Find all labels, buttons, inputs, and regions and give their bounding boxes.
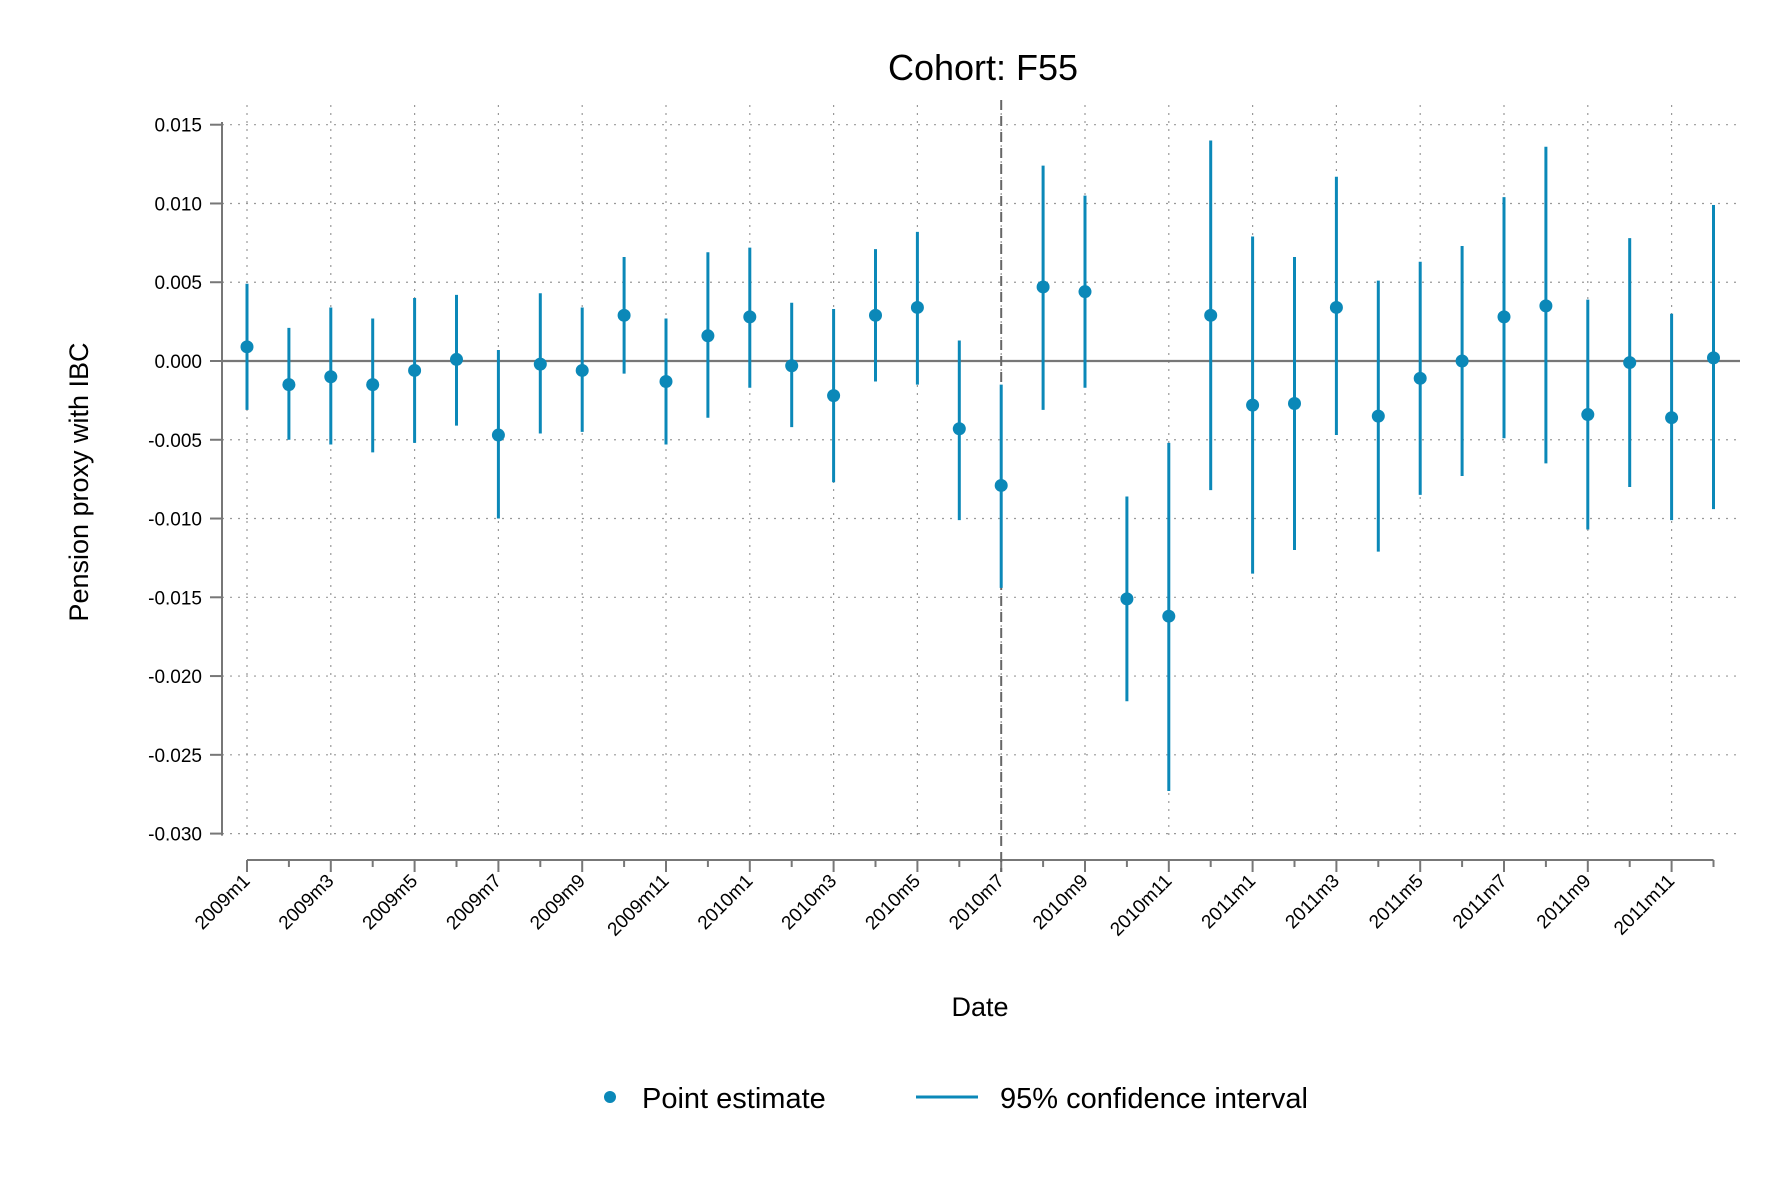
point-estimate bbox=[1120, 592, 1134, 606]
point-estimate bbox=[869, 308, 882, 322]
x-tick-label: 2009m5 bbox=[359, 871, 422, 934]
reference-lines bbox=[222, 100, 1740, 872]
confidence-intervals bbox=[245, 140, 1715, 792]
y-axis: 0.015 0.010 0.005 0.000 -0.005 -0.010 -0.015 -0… bbox=[148, 116, 223, 846]
point-estimate bbox=[994, 478, 1008, 492]
y-tick-label: -0.020 bbox=[148, 667, 202, 688]
x-tick-label: 2009m7 bbox=[443, 871, 506, 934]
point-estimate bbox=[1665, 411, 1679, 425]
point-estimate bbox=[1455, 354, 1469, 368]
point-estimate bbox=[952, 422, 966, 436]
point-estimate bbox=[1204, 308, 1218, 322]
point-estimate bbox=[450, 352, 463, 366]
legend-dot-icon bbox=[604, 1091, 616, 1103]
point-estimates bbox=[240, 280, 1720, 623]
legend: Point estimate 95% confidence interval bbox=[604, 1083, 1308, 1115]
point-estimate bbox=[1581, 408, 1595, 422]
point-estimate bbox=[1497, 310, 1511, 324]
y-tick-label: -0.015 bbox=[148, 588, 202, 609]
x-tick-label: 2010m3 bbox=[778, 871, 841, 934]
x-tick-label: 2009m1 bbox=[191, 871, 254, 934]
point-estimate bbox=[408, 363, 422, 377]
y-tick-label: 0.010 bbox=[154, 194, 202, 215]
y-tick-label: -0.030 bbox=[148, 825, 202, 846]
x-tick-label: 2011m9 bbox=[1533, 871, 1595, 933]
point-estimate bbox=[1623, 356, 1637, 370]
y-tick-label: 0.000 bbox=[154, 352, 202, 373]
point-estimate bbox=[827, 389, 841, 403]
chart-title: Cohort: F55 bbox=[888, 47, 1078, 88]
x-axis-title: Date bbox=[951, 992, 1008, 1022]
point-estimate bbox=[743, 310, 757, 324]
point-estimate bbox=[785, 359, 799, 373]
point-estimate bbox=[575, 363, 589, 377]
point-estimate bbox=[1078, 285, 1092, 299]
x-tick-label: 2011m7 bbox=[1449, 871, 1511, 933]
x-tick-label: 2009m11 bbox=[604, 871, 674, 941]
x-tick-label: 2010m5 bbox=[862, 871, 925, 934]
x-tick-label: 2010m9 bbox=[1029, 871, 1092, 934]
point-estimate bbox=[1413, 371, 1427, 385]
point-estimate bbox=[1246, 398, 1260, 412]
point-estimate bbox=[659, 374, 673, 388]
point-estimate bbox=[701, 329, 715, 343]
point-estimate bbox=[617, 308, 631, 322]
x-tick-label: 2010m1 bbox=[694, 871, 757, 934]
grid bbox=[222, 105, 1740, 840]
legend-label-confidence-interval: 95% confidence interval bbox=[1000, 1083, 1308, 1115]
x-tick-label: 2010m11 bbox=[1106, 871, 1176, 941]
point-estimate bbox=[1539, 299, 1553, 313]
x-tick-label: 2009m3 bbox=[275, 871, 338, 934]
x-tick-label: 2011m3 bbox=[1282, 871, 1344, 933]
point-estimate bbox=[1288, 397, 1301, 411]
x-tick-label: 2011m5 bbox=[1365, 871, 1427, 933]
point-estimate bbox=[282, 378, 296, 392]
x-tick-label: 2011m11 bbox=[1610, 871, 1679, 940]
point-estimate bbox=[1036, 280, 1050, 294]
point-estimate bbox=[533, 357, 547, 371]
x-tick-label: 2011m1 bbox=[1198, 871, 1260, 933]
point-estimate bbox=[1371, 409, 1385, 423]
point-estimate bbox=[491, 428, 505, 442]
x-tick-label: 2009m9 bbox=[526, 871, 589, 934]
y-axis-title: Pension proxy with IBC bbox=[64, 342, 94, 621]
point-estimate bbox=[910, 300, 924, 314]
point-estimate bbox=[324, 370, 338, 384]
point-estimate bbox=[1329, 300, 1343, 314]
y-tick-label: -0.025 bbox=[148, 746, 202, 767]
legend-label-point-estimate: Point estimate bbox=[642, 1083, 826, 1115]
x-axis: 2009m1 2009m3 2009m5 2009m7 2009m9 2009m11 201… bbox=[191, 859, 1715, 941]
y-tick-label: -0.010 bbox=[148, 510, 202, 531]
point-estimate bbox=[240, 340, 254, 354]
point-estimate bbox=[1707, 351, 1720, 365]
y-tick-label: 0.005 bbox=[154, 273, 202, 294]
y-tick-label: 0.015 bbox=[154, 116, 202, 137]
point-estimate bbox=[366, 378, 380, 392]
x-tick-label: 2010m7 bbox=[945, 871, 1008, 934]
y-tick-label: -0.005 bbox=[148, 431, 202, 452]
point-estimate bbox=[1162, 609, 1176, 623]
